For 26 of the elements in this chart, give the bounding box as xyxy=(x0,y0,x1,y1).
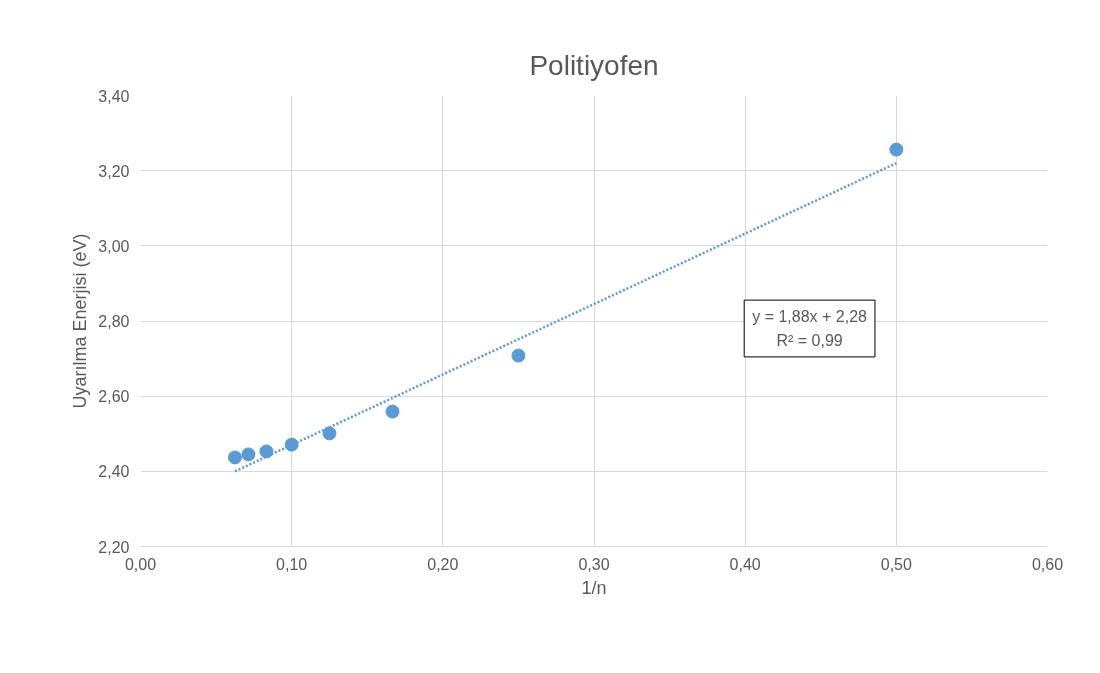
y-tick-label: 2,40 xyxy=(98,463,130,481)
x-tick-label: 0,00 xyxy=(124,555,157,573)
point xyxy=(284,437,299,452)
x-tick-label: 0,50 xyxy=(880,555,913,573)
point xyxy=(227,450,242,465)
point xyxy=(322,426,337,441)
chart-title: Politiyofen xyxy=(529,49,659,81)
point xyxy=(385,404,400,419)
x-axis-title: 1/n xyxy=(581,577,607,598)
point xyxy=(241,447,256,462)
point xyxy=(259,444,274,459)
y-tick-label: 2,60 xyxy=(98,388,130,406)
y-tick-label: 3,40 xyxy=(98,87,130,105)
point xyxy=(889,142,904,157)
y-tick-label: 3,00 xyxy=(98,237,130,255)
x-tick-label: 0,40 xyxy=(729,555,761,573)
x-tick-label: 0,20 xyxy=(427,555,459,573)
annotation: y = 1,88x + 2,28 R² = 0,99 xyxy=(752,308,868,349)
y-tick-label: 2,80 xyxy=(98,313,130,330)
point xyxy=(511,348,526,363)
y-tick-label: 3,20 xyxy=(98,162,130,180)
x-tick-label: 0,30 xyxy=(578,555,610,573)
y-axis-title: Uyarılma Enerjisi (eV) xyxy=(70,233,91,409)
x-tick-label: 0,10 xyxy=(276,555,308,573)
y-tick-label: 2,20 xyxy=(98,538,130,556)
x-tick-label: 0,60 xyxy=(1031,555,1064,573)
